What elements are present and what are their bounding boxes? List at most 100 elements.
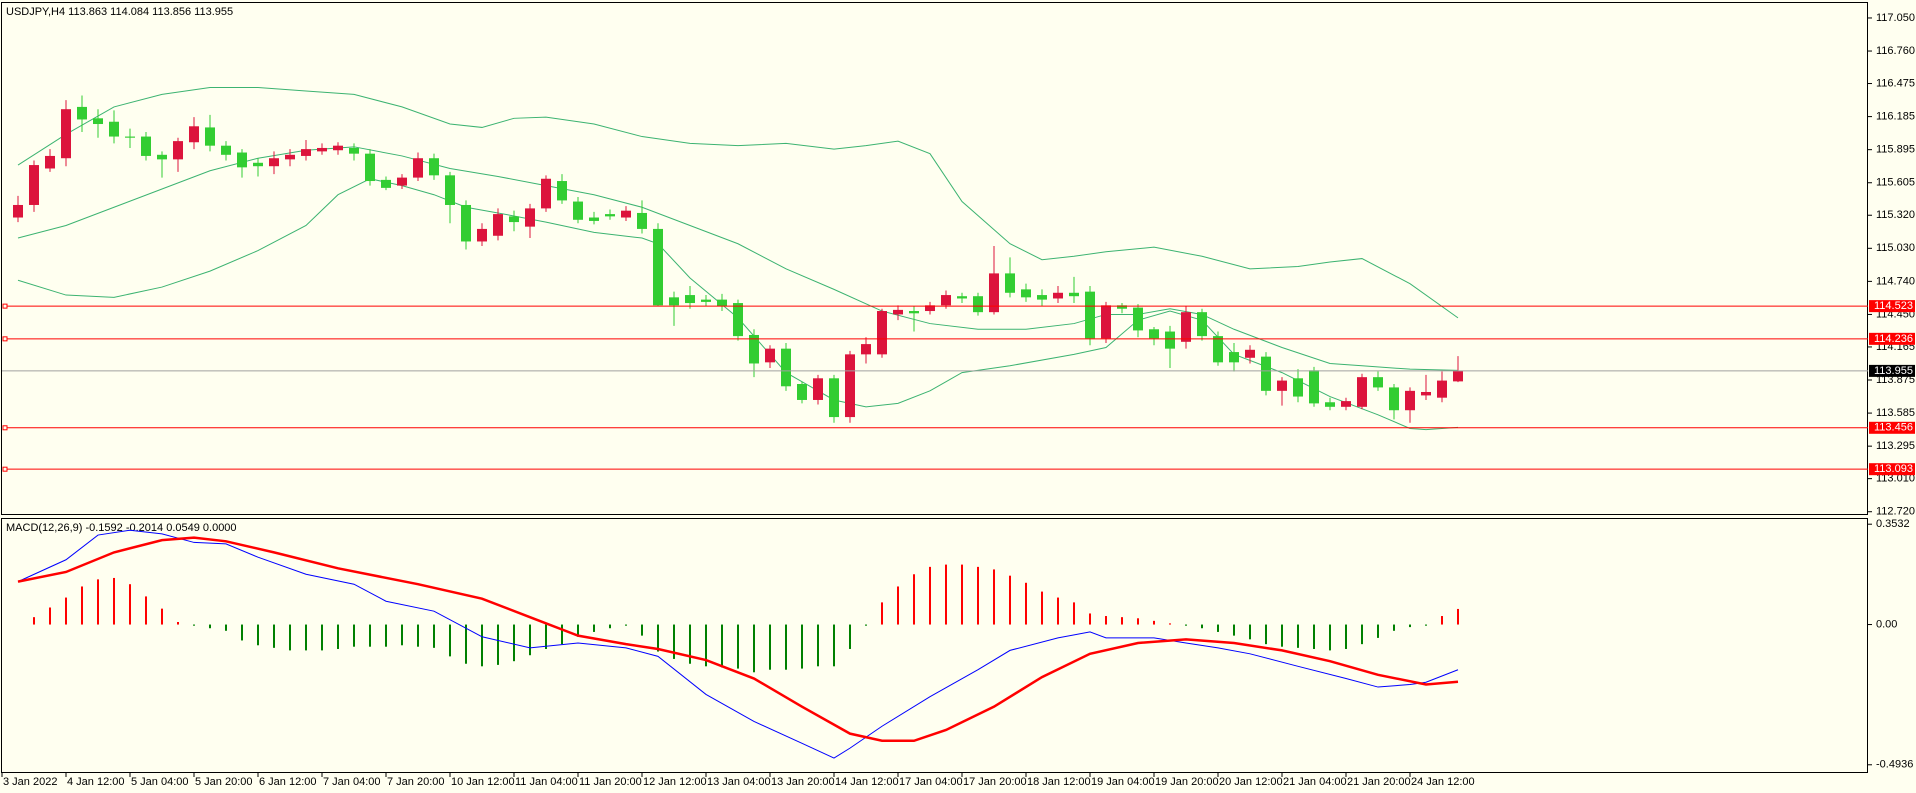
x-tick-label: 18 Jan 12:00 [1027, 776, 1091, 788]
level-label: 113.093 [1874, 463, 1913, 475]
price-panel [1, 2, 1868, 515]
candle-body [877, 311, 887, 355]
candle-body [1341, 401, 1351, 407]
candle-body [477, 228, 487, 242]
chart-title: USDJPY,H4 113.863 114.084 113.856 113.95… [6, 6, 233, 18]
candle-body [1133, 307, 1143, 331]
candle-body [957, 296, 967, 299]
candle-body [589, 217, 599, 221]
candle-body [1181, 312, 1191, 342]
candle-body [925, 305, 935, 312]
candle-body [1117, 305, 1127, 309]
x-tick-label: 19 Jan 04:00 [1091, 776, 1155, 788]
candle-body [1085, 291, 1095, 339]
last-price-label: 113.955 [1874, 365, 1913, 377]
candle-body [557, 181, 567, 201]
level-label: 114.236 [1874, 333, 1913, 345]
candle-body [781, 348, 791, 387]
candle-body [797, 384, 807, 400]
candle-body [685, 295, 695, 304]
candle-body [221, 145, 231, 155]
x-tick-label: 4 Jan 12:00 [67, 776, 125, 788]
x-tick-label: 5 Jan 04:00 [131, 776, 189, 788]
candle-body [1021, 289, 1031, 298]
y-tick-label: 113.295 [1876, 440, 1915, 452]
candle-body [1149, 329, 1159, 339]
candle-body [653, 228, 663, 306]
y-tick-label: 0.3532 [1876, 518, 1910, 530]
x-tick-label: 19 Jan 20:00 [1155, 776, 1219, 788]
candle-body [1101, 305, 1111, 339]
candle-body [93, 118, 103, 125]
x-tick-label: 7 Jan 20:00 [387, 776, 445, 788]
candle-body [861, 344, 871, 355]
level-label-box [1869, 463, 1915, 476]
level-label-box [1869, 421, 1915, 434]
candle-body [493, 214, 503, 236]
candle-body [1053, 292, 1063, 299]
x-tick-label: 11 Jan 04:00 [515, 776, 578, 788]
x-tick-label: 5 Jan 20:00 [195, 776, 253, 788]
candle-body [29, 165, 39, 205]
candle-body [61, 109, 71, 159]
x-tick-label: 6 Jan 12:00 [259, 776, 317, 788]
candle-body [125, 136, 135, 138]
candle-body [349, 147, 359, 154]
y-tick-label: -0.4936 [1876, 759, 1913, 771]
y-tick-label: 115.895 [1876, 144, 1915, 156]
candle-body [733, 303, 743, 337]
y-tick-label: 116.185 [1876, 111, 1915, 123]
x-tick-label: 17 Jan 20:00 [963, 776, 1027, 788]
candle-body [669, 297, 679, 306]
candle-body [509, 216, 519, 223]
candle-body [189, 126, 199, 143]
candle-body [157, 154, 167, 160]
y-tick-label: 116.475 [1876, 77, 1915, 89]
x-tick-label: 17 Jan 04:00 [899, 776, 963, 788]
candle-body [317, 147, 327, 152]
candle-body [605, 214, 615, 217]
y-tick-label: 113.875 [1876, 374, 1915, 386]
line [17, 87, 1459, 319]
candle-body [1069, 292, 1079, 297]
candle-body [1357, 377, 1367, 407]
candle-body [365, 153, 375, 182]
candle-body [813, 378, 823, 400]
candle-body [909, 311, 919, 314]
candle-body [1405, 390, 1415, 411]
candle-body [1197, 312, 1207, 337]
candle-body [1165, 331, 1175, 349]
candle-body [1261, 356, 1271, 391]
candle-body [1229, 352, 1239, 363]
candle-body [381, 179, 391, 188]
candle-body [1293, 378, 1303, 397]
candle-body [1245, 349, 1255, 358]
x-tick-label: 10 Jan 12:00 [451, 776, 515, 788]
y-tick-label: 0.00 [1876, 618, 1897, 630]
candle-body [749, 334, 759, 364]
candle-body [253, 162, 263, 167]
macd-panel [1, 518, 1868, 773]
candle-body [1037, 295, 1047, 300]
candle-body [1277, 380, 1287, 391]
candle-body [573, 201, 583, 220]
candle-body [237, 152, 247, 168]
candle-body [1453, 370, 1463, 382]
y-tick-label: 115.320 [1876, 209, 1915, 221]
candle-body [445, 175, 455, 205]
candle-body [701, 299, 711, 302]
x-tick-label: 12 Jan 12:00 [643, 776, 707, 788]
line [17, 178, 1459, 431]
x-tick-label: 13 Jan 20:00 [771, 776, 835, 788]
candle-body [1309, 370, 1319, 404]
last-price-box [1869, 364, 1915, 377]
x-tick-label: 3 Jan 2022 [3, 776, 57, 788]
candle-body [1373, 377, 1383, 388]
candle-body [765, 348, 775, 363]
candle-body [13, 204, 23, 218]
candle-body [1213, 336, 1223, 363]
y-tick-label: 113.010 [1876, 473, 1915, 485]
candle-body [989, 273, 999, 313]
line [17, 529, 1459, 759]
